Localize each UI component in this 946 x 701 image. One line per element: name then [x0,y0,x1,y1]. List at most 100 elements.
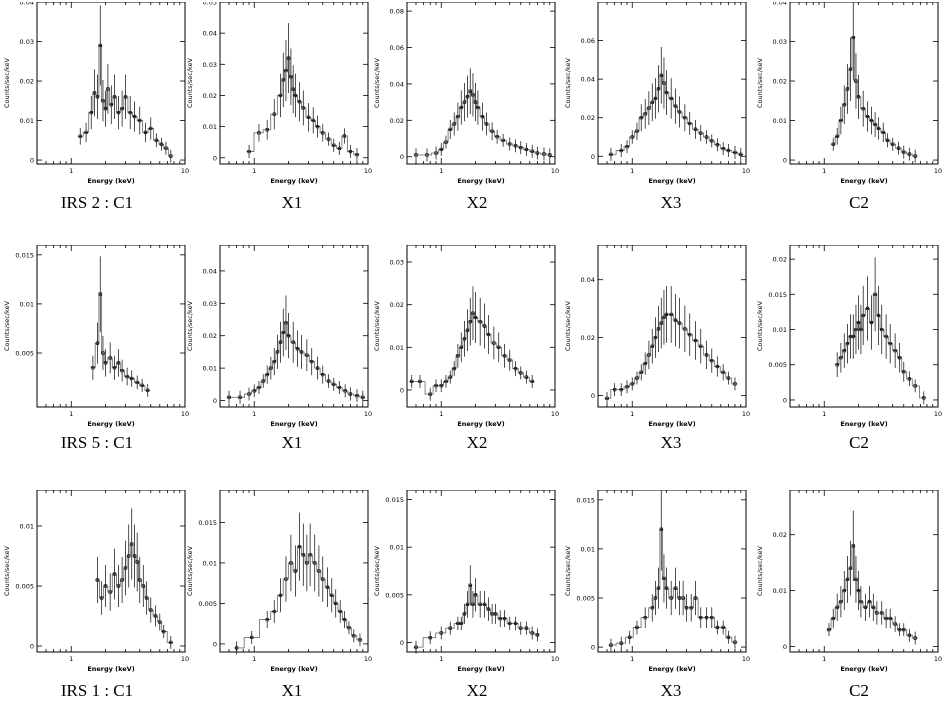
data-point [507,137,512,151]
data-point [901,361,906,382]
data-point [116,96,121,130]
x-axis-label: Energy (keV) [648,177,695,185]
x-tick-label: 1 [822,167,826,175]
x-tick-label: 1 [69,167,73,175]
data-point [715,356,720,377]
data-point [312,534,317,592]
y-tick-label: 0 [30,643,34,651]
data-point [297,82,302,122]
x-tick-label: 10 [742,410,750,418]
y-axis-label: Counts/sec/keV [756,57,764,108]
data-point [98,5,103,86]
data-point [288,48,293,106]
data-point [455,102,460,131]
data-point [439,626,444,640]
panel-caption: X3 [660,681,682,700]
data-point [874,601,879,625]
data-point [612,383,617,397]
data-point [272,348,277,376]
spectrum-chart: 1 10 0 0.005 0.01 0.015 Energy (keV) Counts/sec… [373,490,559,673]
y-tick-label: 0 [591,644,595,652]
plot-frame [36,245,186,408]
data-point [856,74,861,119]
data-point [482,303,487,349]
spectrum-chart: 1 10 0 0.01 0.02 0.03 Energy (keV) Counts/sec/k… [373,245,559,428]
data-point [698,607,703,628]
data-point [434,379,439,393]
data-point [112,355,117,380]
data-point [137,106,142,135]
data-point [689,594,694,622]
data-point [486,315,491,354]
data-point [530,374,535,388]
data-point [653,78,658,119]
data-point [687,112,692,135]
data-point [414,640,419,654]
y-tick-label: 0 [213,154,217,162]
data-point [95,556,100,604]
y-axis-label: Counts/sec/keV [564,57,572,108]
data-point [439,379,444,393]
data-point [664,286,669,343]
x-tick-label: 1 [630,410,634,418]
data-point [656,567,661,609]
data-point [354,389,359,403]
data-point [845,64,850,114]
panel-caption: X1 [281,433,303,452]
data-point [524,142,529,156]
data-point [459,616,464,631]
data-point [333,589,338,618]
data-point [338,600,343,623]
spectrum-chart: 1 10 0 0.005 0.01 Energy (keV) Counts/sec/keV [3,490,189,673]
data-point [348,145,353,159]
y-tick-label: 0.01 [203,365,217,373]
spectrum-chart: 1 10 0 0.01 0.02 0.03 0.04 Energy (keV) Counts/s… [186,245,372,428]
data-point [838,586,843,618]
x-tick-label: 1 [439,655,443,663]
data-point [704,130,709,144]
spectrum-chart: 1 10 0 0.005 0.01 0.015 0.02 Energy (keV) Counts… [756,245,942,428]
data-point [342,611,347,629]
data-point [234,641,239,655]
data-point [867,586,872,618]
data-point [482,591,487,618]
y-tick-label: 0.01 [203,123,217,131]
data-point [470,73,475,117]
data-point [501,133,506,147]
panel-caption: X1 [281,681,303,700]
data-point [238,390,243,404]
y-tick-label: 0.04 [203,30,217,38]
y-tick-label: 0.02 [203,332,217,340]
data-point [465,309,470,352]
data-point [100,80,105,122]
data-point [490,603,495,624]
data-point [709,134,714,148]
plot-frame [789,245,939,408]
y-axis-label: Counts/sec/keV [756,300,764,351]
y-tick-label: 0.015 [198,519,217,527]
data-point [272,98,277,130]
data-point [673,567,678,609]
data-point [726,371,731,385]
y-axis-label: Counts/sec/keV [564,300,572,351]
data-point [473,292,478,343]
data-point [473,83,478,122]
data-point [876,285,881,346]
panel-caption: C2 [849,681,869,700]
y-axis-label: Counts/sec/keV [373,300,381,351]
data-point [135,532,140,592]
data-point [913,379,918,393]
data-point [272,600,277,623]
data-point [907,628,912,642]
data-point [698,125,703,142]
x-tick-label: 1 [439,410,443,418]
data-point [643,99,648,129]
data-point [518,621,523,635]
plot-frame [597,490,747,653]
data-point [428,387,433,401]
y-tick-label: 0 [213,640,217,648]
data-point [842,333,847,368]
y-tick-label: 0 [591,392,595,400]
data-point [851,510,856,582]
data-point [462,83,467,122]
